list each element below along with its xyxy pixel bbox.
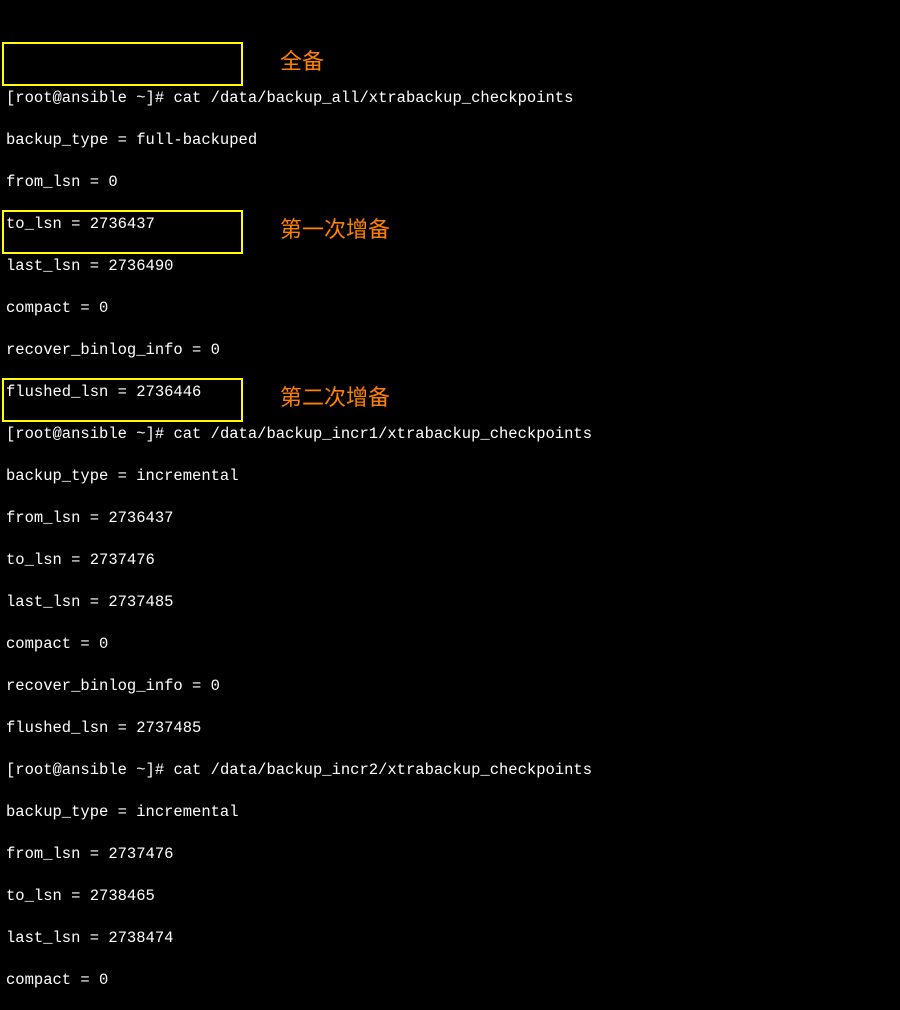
- shell-prompt: [root@ansible ~]#: [6, 761, 173, 779]
- output-line: from_lsn = 2736437: [6, 508, 894, 529]
- prompt-line-1: [root@ansible ~]# cat /data/backup_all/x…: [6, 88, 894, 109]
- output-line: from_lsn = 2737476: [6, 844, 894, 865]
- output-line: from_lsn = 0: [6, 172, 894, 193]
- highlight-box-full: [2, 42, 243, 86]
- output-line: compact = 0: [6, 970, 894, 991]
- shell-command: cat /data/backup_all/xtrabackup_checkpoi…: [173, 89, 573, 107]
- shell-prompt: [root@ansible ~]#: [6, 425, 173, 443]
- output-line: flushed_lsn = 2737485: [6, 718, 894, 739]
- prompt-line-2: [root@ansible ~]# cat /data/backup_incr1…: [6, 424, 894, 445]
- output-line: recover_binlog_info = 0: [6, 676, 894, 697]
- output-line: backup_type = full-backuped: [6, 130, 894, 151]
- output-line: backup_type = incremental: [6, 802, 894, 823]
- output-line: last_lsn = 2737485: [6, 592, 894, 613]
- output-line: recover_binlog_info = 0: [6, 340, 894, 361]
- prompt-line-3: [root@ansible ~]# cat /data/backup_incr2…: [6, 760, 894, 781]
- output-line: to_lsn = 2736437: [6, 214, 894, 235]
- shell-prompt: [root@ansible ~]#: [6, 89, 173, 107]
- annotation-full: 全备: [280, 51, 324, 72]
- output-line: compact = 0: [6, 298, 894, 319]
- output-line: flushed_lsn = 2736446: [6, 382, 894, 403]
- output-line: to_lsn = 2737476: [6, 550, 894, 571]
- shell-command: cat /data/backup_incr2/xtrabackup_checkp…: [173, 761, 592, 779]
- output-line: compact = 0: [6, 634, 894, 655]
- output-line: last_lsn = 2738474: [6, 928, 894, 949]
- output-line: backup_type = incremental: [6, 466, 894, 487]
- output-line: last_lsn = 2736490: [6, 256, 894, 277]
- shell-command: cat /data/backup_incr1/xtrabackup_checkp…: [173, 425, 592, 443]
- output-line: to_lsn = 2738465: [6, 886, 894, 907]
